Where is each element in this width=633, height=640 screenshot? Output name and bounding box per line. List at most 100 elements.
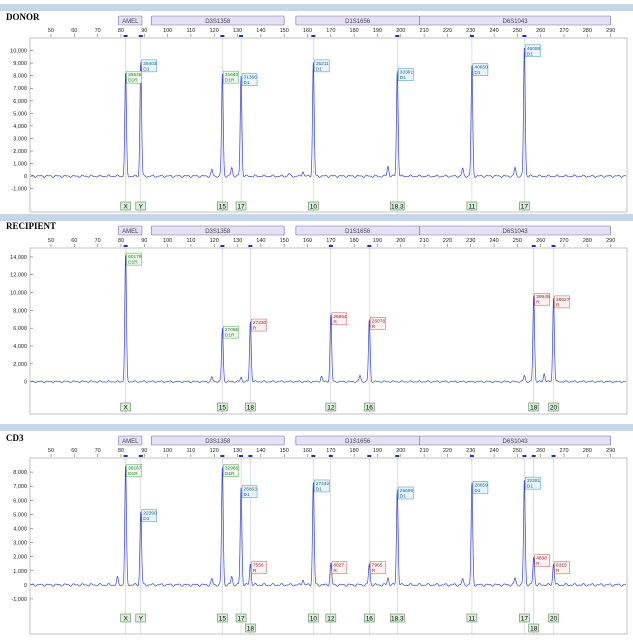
peak-call: D1 <box>474 70 480 76</box>
peak-area-value: 8315 <box>556 563 567 569</box>
peak-area-value: 46088 <box>527 46 541 52</box>
peak-area-value: 22390 <box>143 511 157 517</box>
x-tick-label: 220 <box>443 448 452 454</box>
x-tick-label: 180 <box>350 238 359 244</box>
y-tick-label: 10,000 <box>10 49 27 55</box>
peak-label-box <box>126 70 142 84</box>
x-tick-label: 250 <box>513 238 522 244</box>
x-tick-label: 190 <box>373 28 382 34</box>
x-tick-label: 260 <box>536 28 545 34</box>
allele-call-box <box>120 613 131 623</box>
x-tick-label: 280 <box>583 448 592 454</box>
peak-call: D1 <box>316 66 322 72</box>
signal-trace <box>30 47 626 178</box>
x-tick-label: 120 <box>210 28 219 34</box>
peak-area-value: 7556 <box>253 563 264 569</box>
plot-frame <box>29 457 628 635</box>
x-tick-label: 50 <box>48 28 54 34</box>
panel-header-band <box>0 214 633 221</box>
locus-bin <box>419 15 611 26</box>
x-tick-label: 160 <box>303 448 312 454</box>
peak-area-value: 25076 <box>372 318 386 324</box>
signal-trace <box>30 254 626 383</box>
allele-call-label: 20 <box>550 616 558 623</box>
size-marker <box>395 35 400 37</box>
x-tick-label: 200 <box>396 448 405 454</box>
peak-call: R <box>253 326 257 332</box>
peak-label-box <box>472 481 489 494</box>
size-marker <box>248 455 253 457</box>
peak-label-box <box>241 485 258 498</box>
peak-label-box <box>472 63 489 76</box>
y-tick-label: 7,000 <box>13 86 27 92</box>
allele-call-label: 10 <box>310 616 318 623</box>
x-tick-label: 160 <box>303 28 312 34</box>
x-tick-label: 100 <box>163 238 172 244</box>
peak-call: D1R <box>225 78 235 84</box>
allele-call-box <box>364 402 375 412</box>
locus-bin-label: D1S1656 <box>345 229 371 235</box>
x-tick-label: 270 <box>559 28 568 34</box>
x-tick-label: 130 <box>233 238 242 244</box>
peak-label-box <box>554 295 570 309</box>
peak-call: D1 <box>527 51 533 57</box>
peak-call: D1 <box>244 80 250 86</box>
x-tick-label: 260 <box>536 238 545 244</box>
allele-call-box <box>245 402 256 412</box>
x-tick-label: 130 <box>233 28 242 34</box>
donor-panel-title: DONOR <box>6 12 40 22</box>
peak-call: R <box>556 568 560 574</box>
allele-call-label: 17 <box>521 616 529 623</box>
size-marker <box>239 455 244 457</box>
peak-call: R <box>556 302 560 308</box>
x-tick-label: 230 <box>466 238 475 244</box>
y-tick-label: 4,000 <box>13 124 27 130</box>
x-tick-label: 150 <box>280 28 289 34</box>
x-tick-label: 200 <box>396 28 405 34</box>
x-tick-label: 230 <box>466 28 475 34</box>
allele-call-label: 18.3 <box>391 616 404 623</box>
y-tick-label: 2,000 <box>13 149 27 155</box>
size-marker <box>138 35 143 37</box>
x-tick-label: 270 <box>559 238 568 244</box>
allele-call-label: 10 <box>310 204 318 211</box>
locus-bin <box>150 15 285 26</box>
x-tick-label: 290 <box>606 28 615 34</box>
peak-area-value: 28945 <box>536 294 550 300</box>
peak-label-box <box>554 561 570 574</box>
x-tick-label: 180 <box>350 448 359 454</box>
x-tick-label: 170 <box>326 238 335 244</box>
peak-call: D1 <box>474 488 480 494</box>
recipient-panel-title: RECIPIENT <box>6 221 56 231</box>
locus-bin-label: AMEL <box>122 229 139 235</box>
peak-area-value: 35546 <box>128 72 142 78</box>
x-tick-label: 90 <box>141 238 147 244</box>
x-tick-label: 50 <box>48 448 54 454</box>
x-tick-label: 90 <box>141 448 147 454</box>
x-tick-label: 100 <box>163 28 172 34</box>
peak-call: D1R <box>128 471 138 477</box>
peak-area-value: 39403 <box>143 61 157 67</box>
y-tick-label: 1,000 <box>13 569 27 575</box>
y-tick-label: 8,000 <box>13 74 27 80</box>
peak-label-box <box>534 292 550 306</box>
x-tick-label: 110 <box>187 238 196 244</box>
y-tick-label: 0 <box>24 583 27 589</box>
locus-bin <box>118 225 143 236</box>
allele-call-label: 18.3 <box>391 204 404 211</box>
y-tick-label: 14,000 <box>10 255 27 261</box>
peak-call: D1 <box>400 494 406 500</box>
allele-call-label: 15 <box>219 616 227 623</box>
peak-label-box <box>314 59 330 73</box>
peak-call: R <box>372 324 376 330</box>
x-tick-label: 260 <box>536 448 545 454</box>
x-tick-label: 100 <box>163 448 172 454</box>
allele-call-box <box>120 201 131 211</box>
x-tick-label: 140 <box>256 238 265 244</box>
peak-label-box <box>370 561 386 574</box>
x-tick-label: 220 <box>443 238 452 244</box>
peak-call: D1 <box>143 66 149 72</box>
peak-label-box <box>525 44 541 58</box>
size-marker <box>248 245 253 247</box>
